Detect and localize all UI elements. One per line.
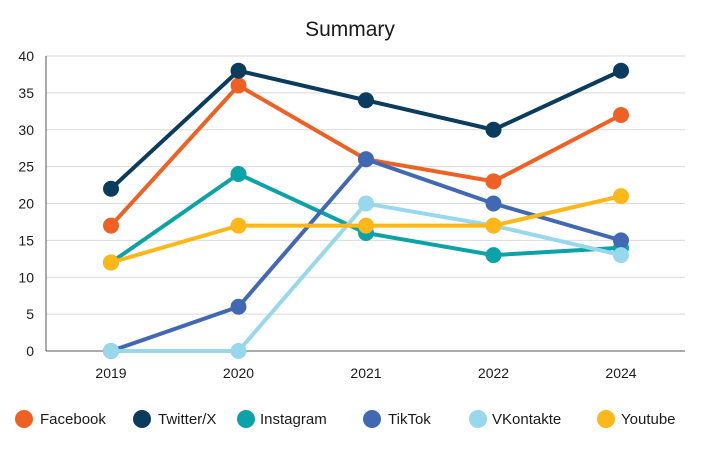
series-tiktok: [103, 151, 629, 359]
data-point: [103, 343, 119, 359]
x-tick-label: 2022: [478, 365, 509, 381]
legend-marker: [133, 410, 151, 428]
data-point: [485, 247, 502, 264]
chart-title: Summary: [305, 18, 395, 41]
data-point: [485, 173, 502, 190]
axes: 0 5 10 15 20 25 30 35 40 2019 2020 2021 2022 2024: [18, 48, 685, 381]
y-tick-label: 15: [18, 232, 34, 248]
legend-label: VKontakte: [492, 411, 561, 428]
data-point: [230, 62, 247, 79]
legend-marker: [363, 410, 381, 428]
data-point: [485, 217, 502, 234]
series-layer: [103, 62, 629, 359]
legend-item: VKontakte: [469, 410, 561, 428]
y-tick-label: 30: [18, 122, 34, 138]
legend-label: Youtube: [621, 411, 676, 428]
data-point: [103, 254, 119, 271]
legend-label: Twitter/X: [158, 411, 216, 428]
legend-marker: [597, 410, 615, 428]
legend-marker: [15, 410, 33, 428]
data-point: [613, 107, 629, 123]
legend-item: Instagram: [237, 410, 327, 428]
x-tick-label: 2021: [350, 365, 381, 381]
data-point: [613, 188, 629, 205]
y-tick-label: 40: [18, 48, 34, 64]
legend: Facebook Twitter/X Instagram TikTok VKontakt…: [15, 410, 676, 428]
legend-label: Facebook: [40, 411, 106, 428]
series-line: [110, 157, 622, 353]
legend-item: TikTok: [363, 410, 431, 428]
legend-item: Facebook: [15, 410, 106, 428]
data-point: [230, 77, 247, 94]
data-point: [613, 232, 629, 249]
legend-marker: [237, 410, 255, 428]
data-point: [103, 217, 119, 234]
x-tick-label: 2024: [605, 365, 636, 381]
x-tick-label: 2019: [95, 365, 126, 381]
data-point: [230, 217, 247, 234]
data-point: [485, 121, 502, 138]
y-tick-label: 5: [26, 306, 34, 322]
legend-item: Youtube: [597, 410, 676, 428]
data-point: [358, 195, 374, 212]
y-tick-label: 10: [18, 269, 34, 285]
legend-item: Twitter/X: [133, 410, 216, 428]
data-point: [358, 151, 374, 168]
y-tick-label: 35: [18, 85, 34, 101]
series-youtube: [103, 188, 629, 271]
data-point: [613, 247, 629, 264]
data-point: [613, 62, 629, 79]
data-point: [103, 180, 119, 197]
data-point: [358, 217, 374, 234]
legend-label: TikTok: [388, 411, 431, 428]
x-tick-label: 2020: [223, 365, 254, 381]
y-tick-label: 0: [26, 343, 34, 359]
y-tick-label: 25: [18, 159, 34, 175]
legend-label: Instagram: [260, 411, 327, 428]
data-point: [358, 92, 374, 109]
data-point: [230, 166, 247, 182]
data-point: [230, 343, 247, 359]
series-twitter-x: [103, 62, 629, 197]
legend-marker: [469, 410, 487, 428]
data-point: [230, 298, 247, 315]
y-tick-label: 20: [18, 196, 34, 212]
data-point: [485, 195, 502, 212]
